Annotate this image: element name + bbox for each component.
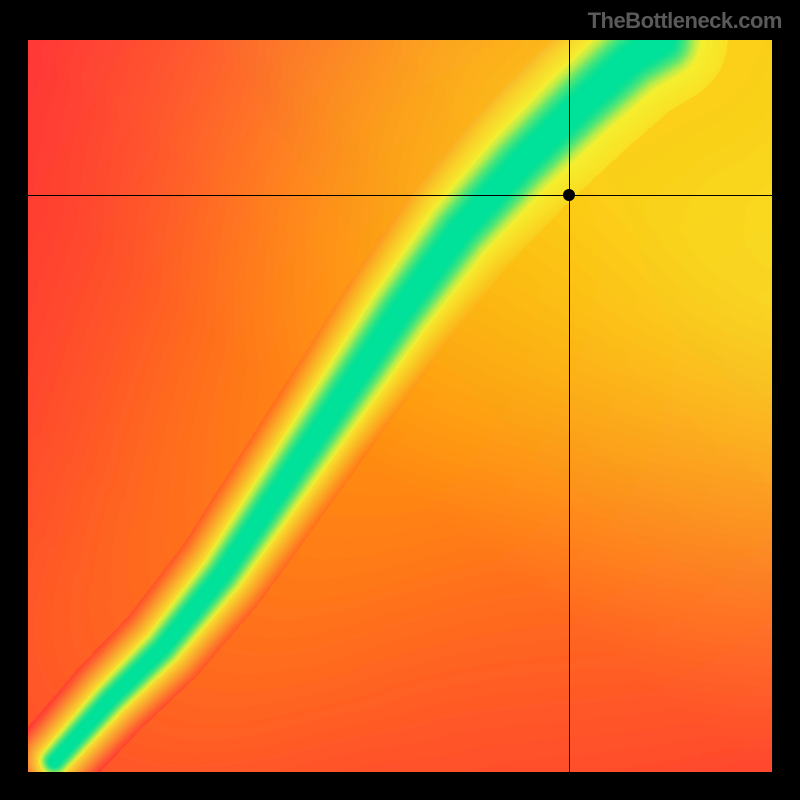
watermark-text: TheBottleneck.com bbox=[588, 8, 782, 34]
crosshair-vertical bbox=[569, 40, 570, 772]
crosshair-horizontal bbox=[28, 195, 772, 196]
heatmap-canvas bbox=[28, 40, 772, 772]
heatmap-plot bbox=[28, 40, 772, 772]
crosshair-marker bbox=[563, 189, 575, 201]
